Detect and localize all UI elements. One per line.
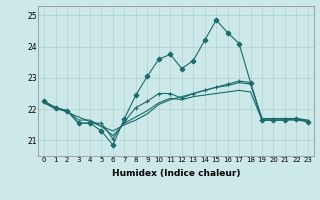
X-axis label: Humidex (Indice chaleur): Humidex (Indice chaleur)	[112, 169, 240, 178]
